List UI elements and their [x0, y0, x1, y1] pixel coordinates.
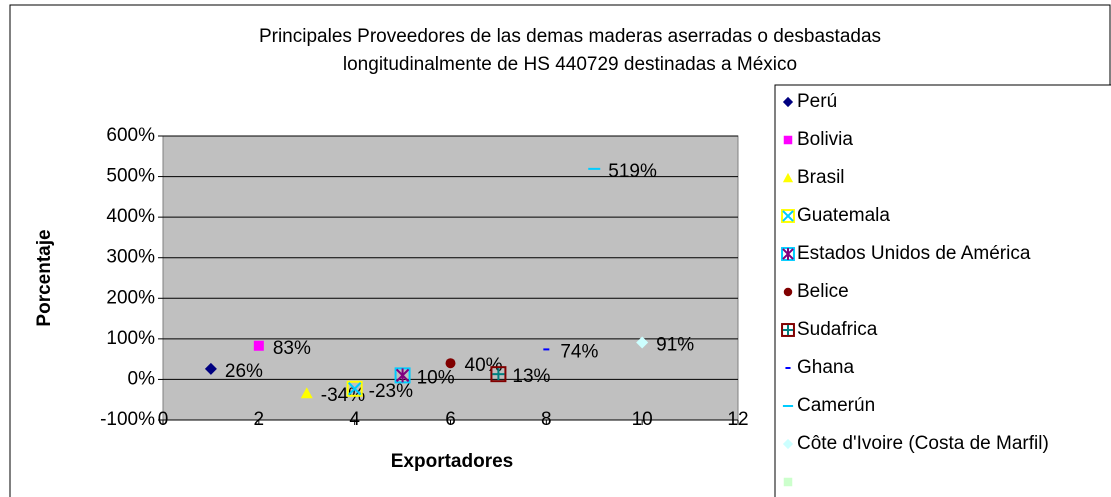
- marker-part: [782, 438, 794, 450]
- y-tick-label: 600%: [106, 125, 155, 146]
- y-tick-label: -100%: [100, 409, 155, 430]
- x-tick-label: 8: [541, 409, 552, 430]
- legend-label: Sudafrica: [797, 319, 878, 340]
- marker-part: [346, 380, 363, 397]
- marker-part: [782, 172, 794, 183]
- y-tick-label: 500%: [106, 166, 155, 187]
- marker-part: [445, 358, 456, 369]
- legend-label: Perú: [797, 91, 837, 112]
- data-label: 74%: [560, 341, 598, 362]
- x-tick-label: 6: [445, 409, 456, 430]
- marker-part: [783, 135, 793, 145]
- y-tick-label: 0%: [128, 368, 156, 389]
- x-tick-label: 4: [349, 409, 360, 430]
- marker: [346, 380, 363, 397]
- chart-title: longitudinalmente de HS 440729 destinada…: [343, 54, 797, 75]
- marker-part: [783, 477, 793, 487]
- data-label: -23%: [369, 381, 413, 402]
- x-tick-label: 12: [727, 409, 748, 430]
- marker-part: [781, 323, 795, 337]
- y-axis-title: Porcentaje: [34, 229, 55, 326]
- marker-part: [204, 362, 217, 375]
- marker: [253, 340, 264, 351]
- data-label: 519%: [608, 161, 657, 182]
- marker-part: [781, 209, 795, 223]
- legend-label: Bolivia: [797, 129, 853, 150]
- marker: [782, 172, 794, 183]
- data-label: 13%: [512, 366, 550, 387]
- marker: [394, 367, 411, 384]
- marker: [445, 358, 456, 369]
- x-tick-label: 0: [158, 409, 169, 430]
- y-tick-label: 300%: [106, 247, 155, 268]
- marker: [781, 247, 795, 261]
- x-tick-label: 10: [632, 409, 653, 430]
- y-tick-label: 200%: [106, 287, 155, 308]
- legend-label: Belice: [797, 281, 849, 302]
- plot-area: [162, 135, 739, 421]
- marker: [783, 135, 793, 145]
- marker: [783, 287, 793, 297]
- data-label: 10%: [417, 367, 455, 388]
- data-label: 83%: [273, 338, 311, 359]
- legend-label: Guatemala: [797, 205, 890, 226]
- marker-part: [253, 340, 264, 351]
- marker: [204, 362, 217, 375]
- data-label: 26%: [225, 361, 263, 382]
- y-tick-label: 400%: [106, 206, 155, 227]
- marker: [781, 323, 795, 337]
- data-label: 40%: [465, 355, 503, 376]
- marker-part: [782, 210, 794, 222]
- legend-label: Estados Unidos de América: [797, 243, 1031, 264]
- marker: [782, 96, 794, 108]
- chart-title: Principales Proveedores de las demas mad…: [259, 26, 881, 47]
- marker: [490, 366, 507, 383]
- data-label: 91%: [656, 335, 694, 356]
- x-tick-label: 2: [254, 409, 265, 430]
- marker-part: [782, 96, 794, 108]
- legend-label: Camerún: [797, 395, 875, 416]
- marker-part: [347, 382, 362, 396]
- marker: [300, 387, 313, 399]
- legend-label: Côte d'Ivoire (Costa de Marfil): [797, 433, 1049, 454]
- marker-part: [300, 387, 313, 399]
- legend-box: [774, 84, 1111, 497]
- y-tick-label: 100%: [106, 328, 155, 349]
- marker: [781, 209, 795, 223]
- x-axis-title: Exportadores: [391, 451, 513, 472]
- marker: [783, 477, 793, 487]
- marker: [782, 438, 794, 450]
- legend-label: Brasil: [797, 167, 845, 188]
- marker-part: [783, 287, 793, 297]
- marker-part: [490, 366, 507, 383]
- marker: [636, 336, 649, 349]
- legend-label: Ghana: [797, 357, 854, 378]
- marker-part: [636, 336, 649, 349]
